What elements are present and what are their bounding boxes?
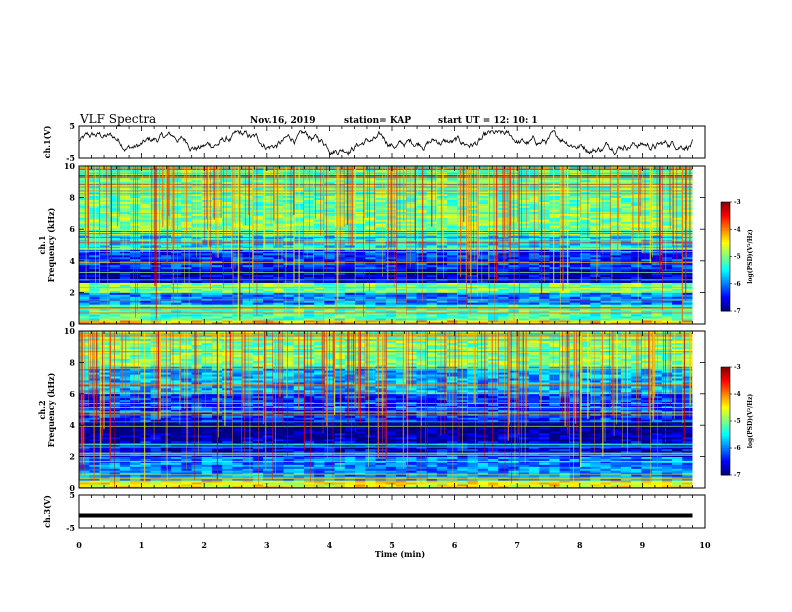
colorbar-tick-label: -5 <box>734 254 741 261</box>
x-tick-label: 8 <box>577 540 583 550</box>
ch1-waveform-line <box>78 129 693 156</box>
colorbar-tick-label: -6 <box>734 281 741 288</box>
x-axis-label: Time (min) <box>375 549 425 559</box>
ch1-colorbar: -3 -4 -5 -6 -7 log(PSD)(V²/Hz) <box>720 199 754 315</box>
colorbar-tick-label: -7 <box>734 308 741 315</box>
y-tick-label: 10 <box>64 326 76 336</box>
x-tick-label: 7 <box>514 540 520 550</box>
y-tick-label: 5 <box>69 490 75 500</box>
y-tick-label: 10 <box>64 161 76 171</box>
y-tick-label: 6 <box>69 389 75 399</box>
colorbar-label: log(PSD)(V²/Hz) <box>747 229 754 284</box>
y-tick-label: 2 <box>69 287 75 297</box>
x-tick-label: 10 <box>699 540 711 550</box>
y-tick-label: 2 <box>69 452 75 462</box>
x-tick-label: 4 <box>327 540 333 550</box>
y-axis-label: ch.1(V) <box>42 125 52 158</box>
start-ut-label: start UT = 12: 10: 1 <box>438 116 538 126</box>
station-label: station= KAP <box>344 116 411 126</box>
y-tick-label: 0 <box>69 319 75 329</box>
figure-title: VLF Spectra <box>79 112 156 126</box>
spectrogram-sferics <box>79 331 693 488</box>
colorbar-label: log(PSD)(V²/Hz) <box>747 394 754 449</box>
colorbar-tick-label: -3 <box>734 364 741 371</box>
ch3-waveform-panel: 5 -5 ch.3(V) <box>42 490 706 533</box>
x-tick-label: 1 <box>139 540 145 550</box>
colorbar-tick-label: -7 <box>734 472 741 479</box>
date-label: Nov.16, 2019 <box>250 116 316 126</box>
ch2-spectrogram-panel: 0 2 4 6 8 10 ch.2Frequency (kHz) <box>37 326 706 493</box>
y-tick-label: 0 <box>69 483 75 493</box>
x-tick-label: 2 <box>201 540 207 550</box>
colorbar-tick-label: -4 <box>734 226 741 233</box>
x-axis-tick-labels: 0 1 2 3 4 5 6 7 8 9 10 <box>76 540 711 550</box>
y-tick-label: 8 <box>69 193 75 203</box>
x-tick-label: 9 <box>640 540 646 550</box>
colorbar-tick-label: -6 <box>734 445 741 452</box>
colorbar-tick-label: -5 <box>734 418 741 425</box>
y-tick-label: -5 <box>66 523 75 533</box>
y-tick-label: 8 <box>69 357 75 367</box>
x-tick-label: 6 <box>452 540 458 550</box>
y-axis-label: ch.3(V) <box>42 495 52 528</box>
ch2-colorbar: -3 -4 -5 -6 -7 log(PSD)(V²/Hz) <box>720 364 754 479</box>
ch1-spectrogram-panel: 0 2 4 6 8 10 ch.1Frequency (kHz) <box>37 161 706 329</box>
y-tick-label: 4 <box>69 420 75 430</box>
y-tick-label: 6 <box>69 224 75 234</box>
spectrogram-sferics <box>84 166 691 323</box>
y-tick-label: 4 <box>69 256 75 266</box>
colorbar-tick-label: -3 <box>734 199 741 206</box>
colorbar-tick-label: -4 <box>734 391 741 398</box>
y-tick-label: 5 <box>69 121 75 131</box>
x-tick-label: 3 <box>264 540 270 550</box>
y-tick-label: -5 <box>66 153 75 163</box>
ch1-waveform-panel: 5 -5 ch.1(V) <box>42 121 706 163</box>
x-tick-label: 5 <box>389 540 395 550</box>
y-axis-label: ch.2Frequency (kHz) <box>37 372 56 447</box>
y-axis-label: ch.1Frequency (kHz) <box>37 207 56 282</box>
x-tick-label: 0 <box>76 540 82 550</box>
